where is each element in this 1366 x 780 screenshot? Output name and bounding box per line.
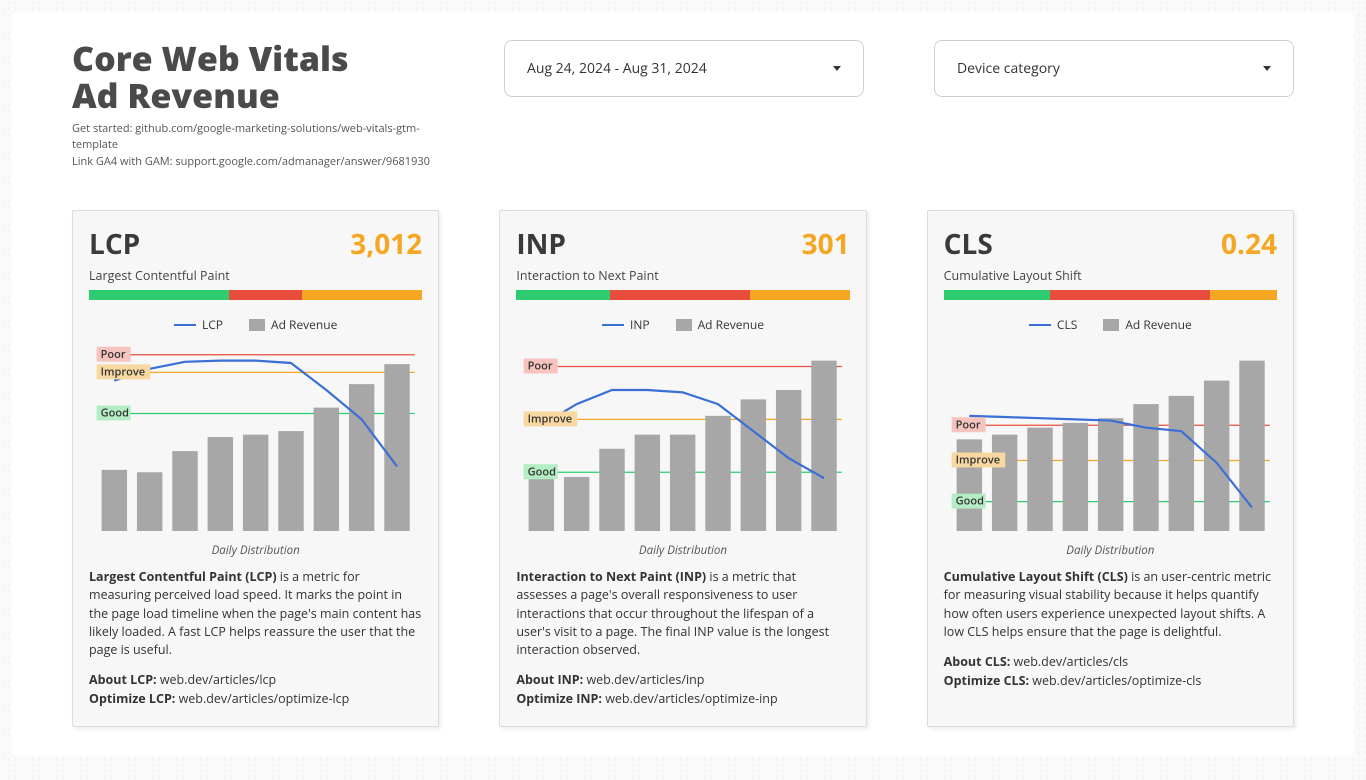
chart-svg: Poor Improve Good <box>89 337 422 537</box>
metric-full-name: Interaction to Next Paint <box>516 267 849 284</box>
chart-wrap: LCP Ad Revenue Poor Improve Good Daily Dis… <box>89 310 422 568</box>
date-range-selector[interactable]: Aug 24, 2024 - Aug 31, 2024 <box>504 40 864 97</box>
chevron-down-icon <box>1263 66 1271 71</box>
card-head: LCP 3,012 <box>89 225 422 263</box>
chart-wrap: INP Ad Revenue Poor Improve Good Daily Dis… <box>516 310 849 568</box>
metric-abbr: INP <box>516 225 566 263</box>
card-links: About CLS: web.dev/articles/cls Optimize… <box>944 653 1277 691</box>
legend-bar-item: Ad Revenue <box>249 316 337 333</box>
chart-caption: Daily Distribution <box>516 543 849 558</box>
legend-bar-item: Ad Revenue <box>1103 316 1191 333</box>
svg-text:Good: Good <box>528 465 556 480</box>
svg-text:Poor: Poor <box>955 418 980 433</box>
chart-wrap: CLS Ad Revenue Poor Improve Good Daily Dis… <box>944 310 1277 568</box>
legend-bar-swatch <box>676 319 692 331</box>
svg-text:Improve: Improve <box>528 412 572 427</box>
legend-line-label: CLS <box>1057 316 1077 333</box>
legend-line-swatch <box>1029 324 1051 327</box>
svg-text:Good: Good <box>101 406 129 421</box>
cards-grid: LCP 3,012 Largest Contentful Paint LCP A… <box>72 210 1294 727</box>
threshold-bar <box>944 290 1277 300</box>
device-category-value: Device category <box>957 59 1060 78</box>
metric-abbr: LCP <box>89 225 140 263</box>
chart-svg: Poor Improve Good <box>944 337 1277 537</box>
threshold-good <box>944 290 1051 300</box>
chart-svg: Poor Improve Good <box>516 337 849 537</box>
threshold-bar <box>516 290 849 300</box>
chart-caption: Daily Distribution <box>89 543 422 558</box>
optimize-link: Optimize INP: web.dev/articles/optimize-… <box>516 690 849 709</box>
threshold-bar <box>89 290 422 300</box>
header-link-2: Link GA4 with GAM: support.google.com/ad… <box>72 154 434 171</box>
date-range-value: Aug 24, 2024 - Aug 31, 2024 <box>527 59 707 78</box>
threshold-improve <box>750 290 850 300</box>
card-lcp: LCP 3,012 Largest Contentful Paint LCP A… <box>72 210 439 727</box>
legend-bar-item: Ad Revenue <box>676 316 764 333</box>
threshold-good <box>89 290 229 300</box>
threshold-improve <box>1210 290 1277 300</box>
card-description: Largest Contentful Paint (LCP) is a metr… <box>89 568 422 659</box>
chevron-down-icon <box>833 66 841 71</box>
optimize-link: Optimize CLS: web.dev/articles/optimize-… <box>944 672 1277 691</box>
svg-text:Poor: Poor <box>101 347 126 362</box>
metric-full-name: Largest Contentful Paint <box>89 267 422 284</box>
legend-line-label: INP <box>630 316 650 333</box>
legend-line-item: CLS <box>1029 316 1077 333</box>
title-line2: Ad Revenue <box>72 72 280 118</box>
title-block: Core Web Vitals Ad Revenue Get started: … <box>72 40 434 170</box>
metric-value: 301 <box>802 225 850 263</box>
header-links: Get started: github.com/google-marketing… <box>72 121 434 171</box>
legend-line-swatch <box>602 324 624 327</box>
page-title: Core Web Vitals Ad Revenue <box>72 40 434 115</box>
metric-value: 3,012 <box>350 225 422 263</box>
svg-text:Good: Good <box>955 494 983 509</box>
legend-line-label: LCP <box>202 316 223 333</box>
legend-line-item: INP <box>602 316 650 333</box>
card-inp: INP 301 Interaction to Next Paint INP Ad… <box>499 210 866 727</box>
legend-bar-label: Ad Revenue <box>698 316 764 333</box>
chart-legend: CLS Ad Revenue <box>944 316 1277 333</box>
card-head: CLS 0.24 <box>944 225 1277 263</box>
header-row: Core Web Vitals Ad Revenue Get started: … <box>72 40 1294 170</box>
threshold-improve <box>302 290 422 300</box>
svg-text:Improve: Improve <box>955 453 999 468</box>
chart-legend: LCP Ad Revenue <box>89 316 422 333</box>
device-category-selector[interactable]: Device category <box>934 40 1294 97</box>
card-links: About INP: web.dev/articles/inp Optimize… <box>516 671 849 709</box>
metric-value: 0.24 <box>1221 225 1277 263</box>
svg-text:Improve: Improve <box>101 365 145 380</box>
svg-text:Poor: Poor <box>528 359 553 374</box>
threshold-good <box>516 290 609 300</box>
legend-line-item: LCP <box>174 316 223 333</box>
metric-abbr: CLS <box>944 225 993 263</box>
legend-line-swatch <box>174 324 196 327</box>
about-link: About CLS: web.dev/articles/cls <box>944 653 1277 672</box>
legend-bar-swatch <box>249 319 265 331</box>
optimize-link: Optimize LCP: web.dev/articles/optimize-… <box>89 690 422 709</box>
about-link: About INP: web.dev/articles/inp <box>516 671 849 690</box>
metric-full-name: Cumulative Layout Shift <box>944 267 1277 284</box>
chart-caption: Daily Distribution <box>944 543 1277 558</box>
chart-legend: INP Ad Revenue <box>516 316 849 333</box>
legend-bar-label: Ad Revenue <box>1125 316 1191 333</box>
legend-bar-swatch <box>1103 319 1119 331</box>
threshold-poor <box>610 290 750 300</box>
card-links: About LCP: web.dev/articles/lcp Optimize… <box>89 671 422 709</box>
card-head: INP 301 <box>516 225 849 263</box>
dashboard-page: Core Web Vitals Ad Revenue Get started: … <box>12 12 1354 756</box>
header-link-1: Get started: github.com/google-marketing… <box>72 121 434 154</box>
card-description: Cumulative Layout Shift (CLS) is an user… <box>944 568 1277 641</box>
card-cls: CLS 0.24 Cumulative Layout Shift CLS Ad … <box>927 210 1294 727</box>
threshold-poor <box>1050 290 1210 300</box>
threshold-poor <box>229 290 302 300</box>
about-link: About LCP: web.dev/articles/lcp <box>89 671 422 690</box>
card-description: Interaction to Next Paint (INP) is a met… <box>516 568 849 659</box>
legend-bar-label: Ad Revenue <box>271 316 337 333</box>
